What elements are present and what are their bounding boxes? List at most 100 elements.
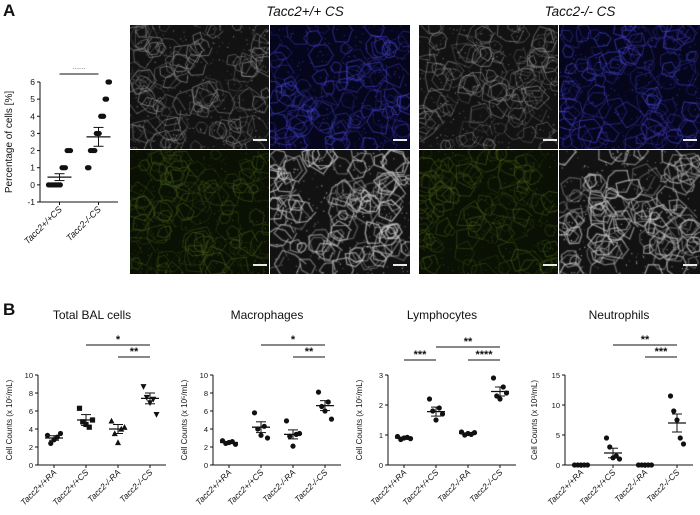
chart-macrophages: Macrophages 0 2 4 6 8 10 Cell Counts (x 10⁵/mL)… (180, 308, 341, 507)
micrograph-ko-dapi (559, 25, 700, 149)
scale-bar (543, 139, 557, 141)
y-axis-label: Cell Counts (x 10⁵/mL) (5, 379, 14, 460)
y-tick-label: 4 (204, 425, 208, 434)
y-tick-label: 2 (29, 443, 33, 452)
y-tick-label: 2 (30, 146, 35, 156)
y-tick-label: 6 (29, 407, 33, 416)
data-point (86, 165, 92, 171)
data-point (439, 411, 446, 417)
y-tick-label: 1 (30, 163, 35, 173)
chart-lymphocytes: Lymphocytes 0 1 2 3 Cell Counts (x 10⁵/mL) Tac… (355, 308, 516, 507)
significance-label: ** (641, 334, 650, 346)
chart-total-bal-cells: Total BAL cells 0 2 4 6 8 10 Cell Counts (x 10⁵… (5, 308, 166, 507)
data-point (140, 384, 147, 390)
data-point (62, 165, 69, 171)
x-tick-label: Tacc2-/-RA (86, 467, 123, 504)
x-tick-label: Tacc2-/-RA (613, 467, 650, 504)
x-tick-label: Tacc2-/-CS (118, 467, 155, 504)
micrograph-ko-merged (559, 150, 700, 274)
panel-letter-a: A (3, 1, 16, 20)
data-point (315, 389, 322, 395)
y-tick-label: 3 (30, 128, 35, 138)
y-tick-label: 0 (379, 461, 383, 470)
micrograph-wt-dapi (270, 25, 410, 149)
micrograph-ko-gray-top (419, 25, 558, 149)
panel-letter-b: B (3, 300, 16, 319)
data-point (261, 423, 267, 429)
data-point (426, 396, 433, 402)
data-point (490, 375, 497, 381)
micrograph-wt-gray-top (130, 25, 269, 149)
data-point (86, 424, 92, 430)
data-point (264, 435, 271, 441)
data-point (153, 412, 160, 418)
y-tick-label: 5 (30, 94, 35, 104)
y-tick-label: 15 (552, 371, 560, 380)
data-point (121, 424, 128, 430)
y-tick-label: 0 (204, 461, 208, 470)
x-tick-label: Tacc2-/-RA (261, 467, 298, 504)
data-point (101, 113, 107, 119)
y-tick-label: 8 (29, 389, 33, 398)
micrograph-ko-green (419, 150, 558, 274)
data-point (671, 408, 677, 414)
data-point (106, 79, 113, 85)
data-point (115, 439, 121, 446)
significance-label: ** (130, 346, 139, 358)
data-point (667, 393, 674, 399)
data-point (80, 419, 86, 425)
data-point (57, 430, 64, 437)
image-group-title-wt: Tacc2+/+ CS (266, 4, 344, 19)
y-axis-label: Cell Counts (x 10³/mL) (530, 380, 539, 460)
chart-percentage-of-cells: -1 0 1 2 3 4 5 6 Percentage of cells [%] Tacc2+/+… (4, 68, 118, 246)
significance-label: ** (305, 346, 314, 358)
data-point (497, 396, 503, 402)
data-point (57, 182, 63, 188)
scale-bar (253, 264, 267, 266)
significance-label: *** (73, 68, 87, 75)
data-point (433, 417, 439, 423)
y-tick-label: 6 (204, 407, 208, 416)
data-point (258, 432, 264, 438)
y-tick-label: 0 (556, 461, 560, 470)
x-tick-label: Tacc2-/-CS (468, 467, 505, 504)
y-tick-label: 10 (552, 401, 560, 410)
scale-bar (683, 139, 697, 141)
y-tick-label: 8 (204, 389, 208, 398)
micrograph-wt-merged (270, 150, 410, 274)
data-point (607, 444, 613, 450)
significance-label: *** (414, 349, 428, 361)
chart-title: Macrophages (231, 308, 304, 322)
y-tick-label: 2 (379, 401, 383, 410)
y-tick-label: 1 (379, 431, 383, 440)
data-point (48, 440, 54, 446)
micrograph-wt-green (130, 150, 269, 274)
x-tick-label: Tacc2-/-CS (64, 204, 103, 243)
data-point (67, 147, 74, 154)
y-tick-label: 0 (30, 180, 35, 190)
data-point (603, 435, 610, 441)
chart-title: Lymphocytes (407, 308, 477, 322)
x-tick-label: Tacc2-/-CS (645, 467, 682, 504)
data-point (680, 441, 687, 447)
data-point (436, 405, 442, 411)
y-tick-label: -1 (27, 197, 35, 207)
data-point (616, 456, 623, 462)
chart-title: Neutrophils (589, 308, 650, 322)
x-tick-label: Tacc2-/-CS (293, 467, 330, 504)
y-tick-label: 10 (200, 371, 208, 380)
scale-bar (393, 264, 407, 266)
data-point (76, 405, 83, 411)
data-point (92, 147, 98, 154)
data-point (103, 96, 110, 102)
y-tick-label: 6 (30, 77, 35, 87)
scale-bar (253, 139, 267, 141)
y-tick-label: 5 (556, 431, 560, 440)
y-tick-label: 4 (30, 111, 35, 121)
chart-title: Total BAL cells (53, 308, 131, 322)
data-point (96, 130, 102, 137)
y-axis-label: Cell Counts (x 10⁵/mL) (355, 379, 364, 460)
significance-label: * (116, 334, 121, 346)
significance-label: * (291, 334, 296, 346)
scale-bar (683, 264, 697, 266)
